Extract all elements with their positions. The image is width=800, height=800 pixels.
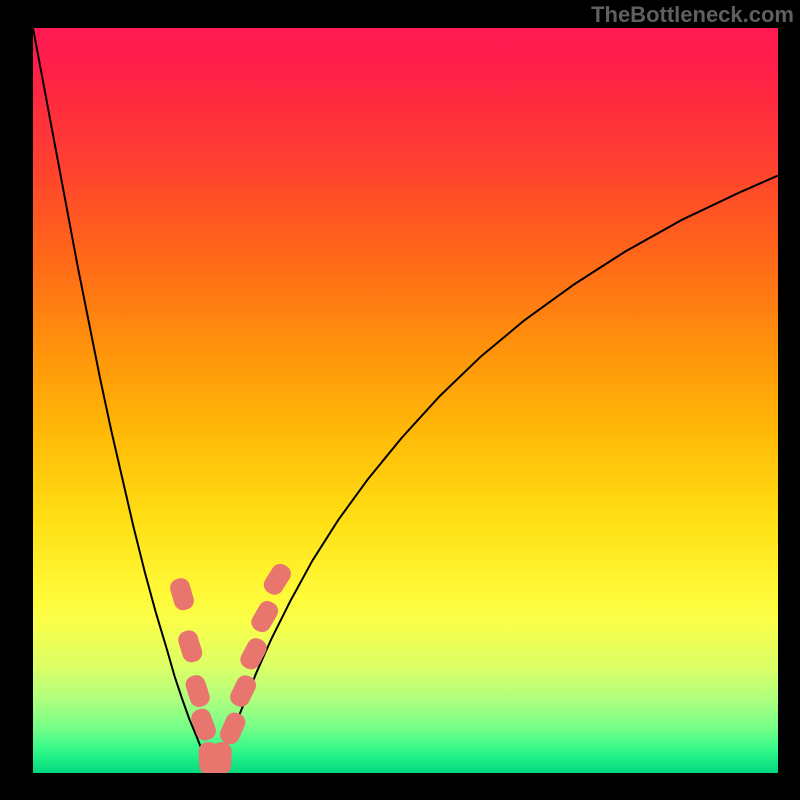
- watermark-text: TheBottleneck.com: [591, 2, 794, 28]
- plot-gradient-background: [33, 28, 778, 773]
- chart-container: TheBottleneck.com: [0, 0, 800, 800]
- plot-area: [33, 28, 778, 773]
